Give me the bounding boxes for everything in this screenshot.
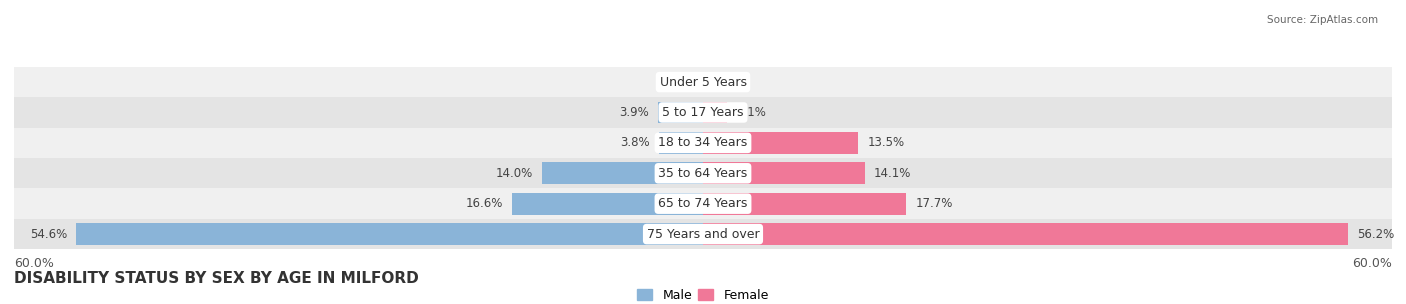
Text: Source: ZipAtlas.com: Source: ZipAtlas.com — [1267, 15, 1378, 25]
Bar — [703, 193, 907, 215]
Text: 0.0%: 0.0% — [657, 76, 686, 88]
Text: 75 Years and over: 75 Years and over — [647, 228, 759, 240]
Text: 35 to 64 Years: 35 to 64 Years — [658, 167, 748, 180]
Bar — [543, 162, 703, 184]
Bar — [14, 188, 1392, 219]
Bar — [14, 128, 1392, 158]
Bar — [14, 219, 1392, 249]
Bar — [703, 102, 727, 123]
Text: 5 to 17 Years: 5 to 17 Years — [662, 106, 744, 119]
Bar — [14, 67, 1392, 97]
Text: 60.0%: 60.0% — [1353, 257, 1392, 270]
Text: 65 to 74 Years: 65 to 74 Years — [658, 197, 748, 210]
Text: 14.1%: 14.1% — [875, 167, 911, 180]
Text: 56.2%: 56.2% — [1358, 228, 1395, 240]
Text: 3.9%: 3.9% — [619, 106, 650, 119]
Legend: Male, Female: Male, Female — [633, 284, 773, 304]
Bar — [703, 162, 865, 184]
Text: DISABILITY STATUS BY SEX BY AGE IN MILFORD: DISABILITY STATUS BY SEX BY AGE IN MILFO… — [14, 271, 419, 286]
Bar — [658, 102, 703, 123]
Bar — [512, 193, 703, 215]
Bar — [14, 97, 1392, 128]
Text: 3.8%: 3.8% — [620, 136, 650, 149]
Bar — [14, 158, 1392, 188]
Text: 18 to 34 Years: 18 to 34 Years — [658, 136, 748, 149]
Bar — [659, 132, 703, 154]
Bar — [703, 223, 1348, 245]
Text: 16.6%: 16.6% — [465, 197, 503, 210]
Bar — [703, 132, 858, 154]
Text: 13.5%: 13.5% — [868, 136, 904, 149]
Text: 54.6%: 54.6% — [30, 228, 67, 240]
Text: 14.0%: 14.0% — [496, 167, 533, 180]
Text: Under 5 Years: Under 5 Years — [659, 76, 747, 88]
Text: 0.0%: 0.0% — [720, 76, 749, 88]
Text: 2.1%: 2.1% — [737, 106, 766, 119]
Bar — [76, 223, 703, 245]
Text: 60.0%: 60.0% — [14, 257, 53, 270]
Text: 17.7%: 17.7% — [915, 197, 953, 210]
